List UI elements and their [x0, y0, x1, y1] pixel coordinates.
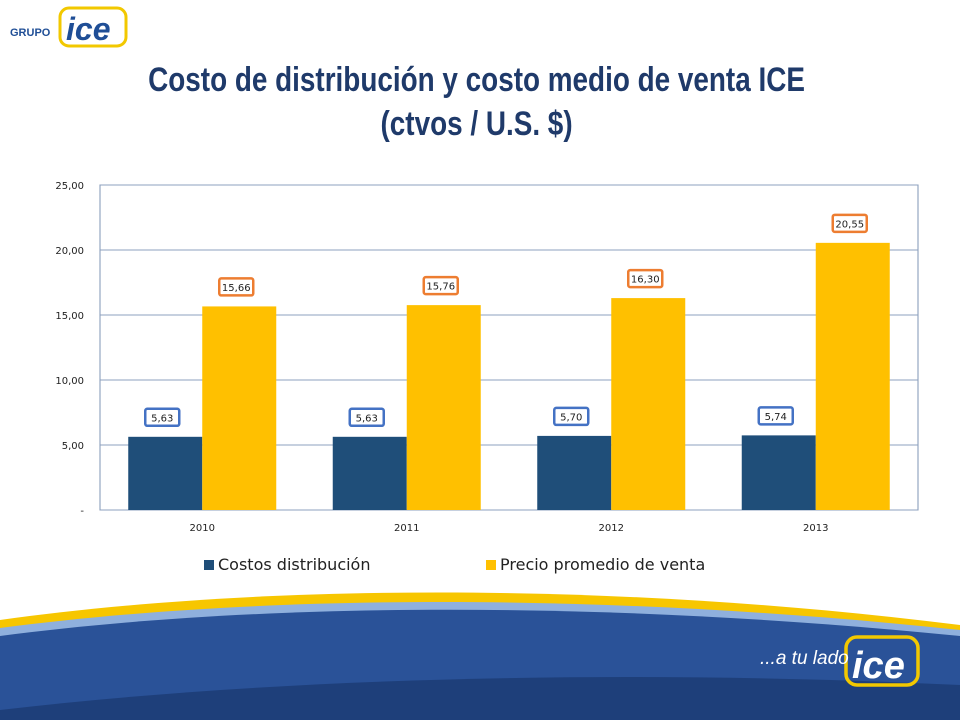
data-label-box [831, 213, 868, 234]
bar-precio-2011 [406, 305, 481, 510]
legend-swatch-costos [204, 560, 214, 570]
data-label-box [553, 406, 590, 427]
y-tick-label: - [80, 506, 84, 517]
bar-chart: 5,63 15,66 5,63 15,76 5,70 16,30 5,74 20,55 - 5,… [55, 181, 919, 574]
bar-precio-2010 [202, 306, 277, 510]
x-tick-label: 2012 [599, 523, 624, 534]
data-label: 15,66 [222, 283, 251, 294]
data-label-box [757, 406, 794, 426]
y-tick-label: 10,00 [55, 376, 84, 387]
data-label: 5,70 [560, 412, 582, 423]
bar-costos-2012 [537, 435, 612, 510]
bar-precio-2013 [815, 242, 890, 510]
x-tick-label: 2013 [803, 523, 828, 534]
legend-swatch-precio [486, 560, 496, 570]
bar-costos-2011 [332, 436, 407, 510]
data-label: 5,63 [356, 413, 378, 424]
bar-costos-2013 [741, 435, 816, 510]
title-line-1: Costo de distribución y costo medio de v… [148, 61, 805, 99]
data-label: 5,63 [151, 413, 173, 424]
data-label: 15,76 [426, 282, 455, 293]
logo-word: ice [66, 11, 110, 47]
data-label: 16,30 [631, 275, 660, 286]
data-label-box [348, 407, 385, 428]
legend-label-costos: Costos distribución [218, 555, 370, 574]
bar-precio-2012 [611, 298, 686, 510]
y-tick-label: 15,00 [55, 311, 84, 322]
logo-prefix: GRUPO [10, 27, 51, 39]
y-tick-label: 25,00 [55, 181, 84, 192]
grupo-ice-logo: GRUPO ice [10, 6, 128, 48]
bars-layer [128, 242, 890, 510]
legend-label-precio: Precio promedio de venta [500, 555, 705, 574]
data-label-box [218, 277, 255, 297]
axis-layer: - 5,00 10,00 15,00 20,00 25,00 2010 2011 2012 201… [55, 181, 828, 534]
title-line-2: (ctvos / U.S. $) [380, 105, 573, 143]
page-title: Costo de distribución y costo medio de v… [83, 58, 870, 146]
footer-logo-word: ice [852, 645, 905, 687]
x-tick-label: 2011 [394, 523, 419, 534]
data-label-box [627, 268, 664, 289]
logo-frame [58, 6, 128, 48]
y-tick-label: 20,00 [55, 246, 84, 257]
data-label: 5,74 [765, 412, 787, 423]
footer-wave: ice [0, 592, 960, 720]
y-tick-label: 5,00 [62, 441, 84, 452]
data-label-box [144, 407, 181, 428]
legend: Costos distribución Precio promedio de ve… [204, 555, 705, 574]
data-label-box [422, 275, 459, 296]
x-tick-label: 2010 [190, 523, 215, 534]
footer-logo-frame [844, 635, 920, 687]
bar-costos-2010 [128, 436, 203, 510]
footer-tagline: ...a tu lado [760, 648, 849, 669]
labels-layer: 5,63 15,66 5,63 15,76 5,70 16,30 5,74 20,55 [144, 213, 868, 428]
data-label: 20,55 [835, 219, 864, 230]
footer-dark-fold [0, 677, 960, 720]
